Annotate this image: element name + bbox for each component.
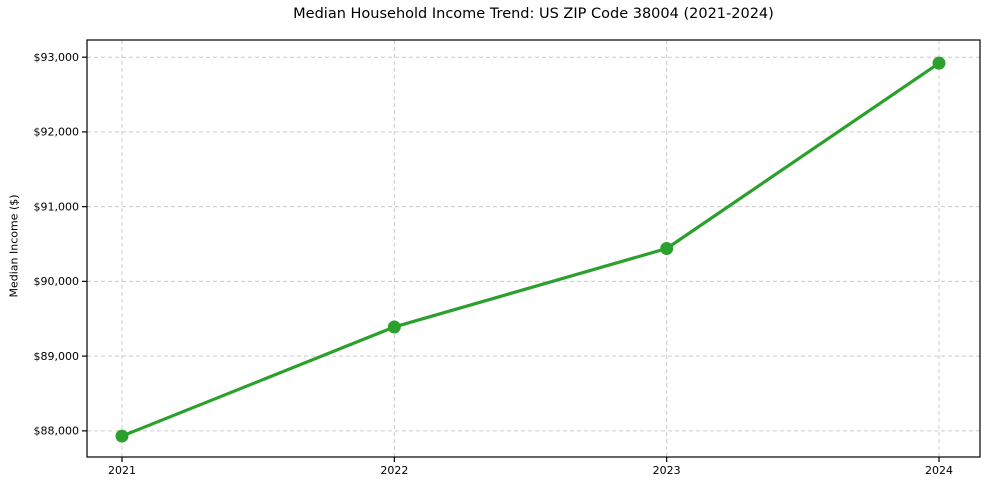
x-tick-label: 2022 xyxy=(380,464,408,477)
plot-border xyxy=(86,39,981,458)
y-tick-label: $88,000 xyxy=(34,425,80,438)
x-tick-label: 2021 xyxy=(108,464,136,477)
y-tick-label: $90,000 xyxy=(34,275,80,288)
y-tick-label: $91,000 xyxy=(34,200,80,213)
chart-title: Median Household Income Trend: US ZIP Co… xyxy=(293,6,774,22)
y-tick-label: $92,000 xyxy=(34,126,80,139)
y-axis-label: Median Income ($) xyxy=(7,194,21,298)
data-point xyxy=(115,429,129,443)
y-tick-label: $89,000 xyxy=(34,350,80,363)
x-tick-label: 2024 xyxy=(925,464,953,477)
y-tick-label: $93,000 xyxy=(34,51,80,64)
x-tick-label: 2023 xyxy=(653,464,681,477)
data-point xyxy=(387,320,401,334)
data-point xyxy=(660,242,674,255)
trend-line xyxy=(120,61,941,438)
data-point xyxy=(932,56,946,70)
